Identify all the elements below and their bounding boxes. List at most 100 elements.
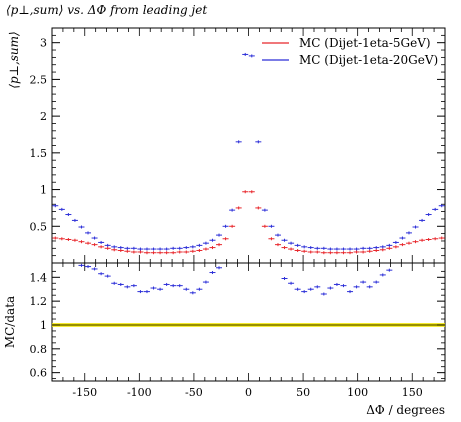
main-x-ticks — [62, 28, 435, 263]
data-point-series-2 — [347, 290, 354, 294]
data-point-series-1 — [176, 250, 183, 254]
data-point-series-1 — [104, 246, 111, 250]
data-point-series-1 — [137, 250, 144, 254]
legend-label-series-1: MC (Dijet-1eta-5GeV) — [299, 36, 431, 50]
data-point-series-2 — [353, 247, 360, 251]
data-point-series-1 — [399, 243, 406, 247]
data-point-series-1 — [124, 249, 131, 253]
data-point-series-1 — [320, 251, 327, 255]
data-point-series-1 — [366, 249, 373, 253]
data-point-series-2 — [333, 282, 340, 286]
data-point-series-2 — [209, 271, 216, 275]
data-point-series-2 — [314, 246, 321, 250]
data-point-series-2 — [274, 233, 281, 237]
data-point-series-2 — [65, 213, 72, 217]
data-point-series-1 — [209, 246, 216, 250]
legend: MC (Dijet-1eta-5GeV) MC (Dijet-1eta-20Ge… — [262, 36, 438, 67]
data-point-series-2 — [327, 247, 334, 251]
data-point-series-2 — [288, 241, 295, 245]
x-tick-label: -150 — [72, 386, 97, 399]
data-point-series-1 — [274, 243, 281, 247]
data-point-series-2 — [360, 280, 367, 284]
data-point-series-2 — [183, 246, 190, 250]
data-point-series-1 — [157, 251, 164, 255]
data-point-series-1 — [347, 251, 354, 255]
data-point-series-2 — [235, 140, 242, 144]
data-point-series-2 — [124, 285, 131, 289]
data-point-series-2 — [91, 236, 98, 240]
data-point-series-2 — [85, 265, 92, 269]
data-point-series-2 — [111, 245, 118, 249]
data-point-series-2 — [117, 282, 124, 286]
data-point-series-2 — [242, 52, 249, 56]
data-point-series-1 — [58, 237, 65, 241]
data-point-series-2 — [150, 286, 157, 290]
data-point-series-2 — [143, 290, 150, 294]
data-point-series-1 — [98, 245, 105, 249]
data-point-series-2 — [327, 286, 334, 290]
data-point-series-1 — [91, 243, 98, 247]
data-point-series-2 — [52, 204, 59, 208]
data-point-series-2 — [216, 266, 223, 270]
data-point-series-2 — [143, 247, 150, 251]
data-point-series-1 — [196, 249, 203, 253]
data-point-series-1 — [248, 190, 255, 194]
data-point-series-2 — [104, 243, 111, 247]
data-point-series-1 — [392, 245, 399, 249]
data-point-series-1 — [235, 206, 242, 210]
data-point-series-2 — [176, 284, 183, 288]
data-point-series-2 — [386, 243, 393, 247]
x-tick-label: 0 — [245, 386, 252, 399]
data-point-series-2 — [117, 246, 124, 250]
data-point-series-1 — [261, 224, 268, 228]
data-point-series-2 — [366, 246, 373, 250]
data-point-series-1 — [65, 238, 72, 241]
ratio-series — [78, 263, 393, 296]
data-point-series-1 — [314, 250, 321, 254]
ratio-y-tick-label: 0.6 — [30, 367, 48, 380]
ratio-reference-band — [52, 323, 445, 327]
data-point-series-2 — [98, 272, 105, 276]
data-point-series-2 — [130, 284, 137, 288]
ratio-plot: 0.6 0.8 1 1.2 1.4 -150 -100 -50 0 50 100 150 MC/da… — [3, 262, 446, 417]
data-point-series-2 — [71, 218, 78, 222]
data-point-series-2 — [222, 224, 229, 228]
data-point-series-2 — [261, 208, 268, 212]
data-point-series-1 — [52, 236, 59, 240]
data-point-series-1 — [150, 251, 157, 255]
data-point-series-2 — [301, 290, 308, 294]
ratio-y-tick-label: 1.4 — [30, 271, 48, 284]
data-point-series-1 — [340, 251, 347, 255]
data-point-series-1 — [373, 249, 380, 253]
data-point-series-2 — [360, 246, 367, 250]
data-point-series-1 — [327, 251, 334, 255]
main-series — [52, 52, 445, 255]
data-point-series-1 — [333, 251, 340, 255]
data-point-series-2 — [392, 240, 399, 244]
data-point-series-2 — [104, 274, 111, 278]
data-point-series-2 — [124, 246, 131, 250]
data-point-series-2 — [209, 238, 216, 242]
data-point-series-2 — [438, 204, 445, 208]
data-point-series-2 — [307, 246, 314, 250]
main-y-tick-label: 3 — [40, 37, 47, 50]
data-point-series-1 — [111, 248, 118, 252]
data-point-series-1 — [78, 240, 85, 244]
data-point-series-1 — [353, 250, 360, 254]
data-point-series-2 — [85, 231, 92, 235]
data-point-series-1 — [189, 249, 196, 253]
main-y-axis-label: ⟨p⊥,sum⟩ — [7, 31, 21, 88]
ratio-y-axis-label: MC/data — [3, 296, 17, 348]
data-point-series-2 — [163, 247, 170, 251]
data-point-series-1 — [71, 238, 78, 242]
data-point-series-2 — [412, 225, 419, 229]
data-point-series-2 — [320, 292, 327, 296]
data-point-series-2 — [216, 233, 223, 237]
x-tick-label: -100 — [127, 386, 152, 399]
data-point-series-2 — [399, 236, 406, 240]
data-point-series-1 — [307, 250, 314, 254]
data-point-series-1 — [379, 248, 386, 252]
data-point-series-1 — [202, 247, 209, 251]
data-point-series-2 — [78, 225, 85, 229]
